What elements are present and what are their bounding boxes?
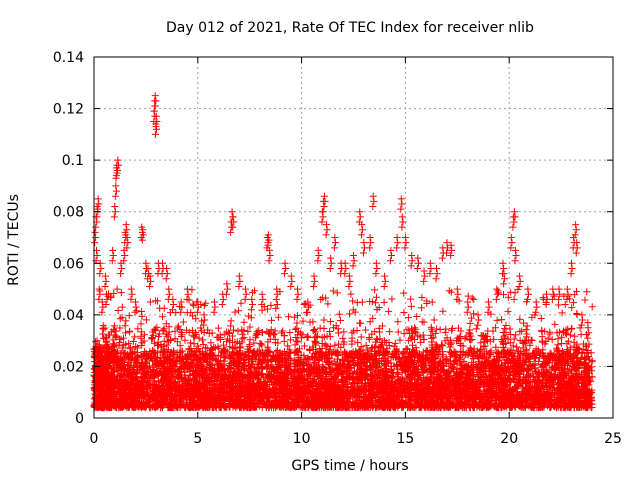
data-points: [90, 92, 596, 412]
roti-point: [474, 363, 482, 371]
roti-point: [93, 337, 101, 345]
